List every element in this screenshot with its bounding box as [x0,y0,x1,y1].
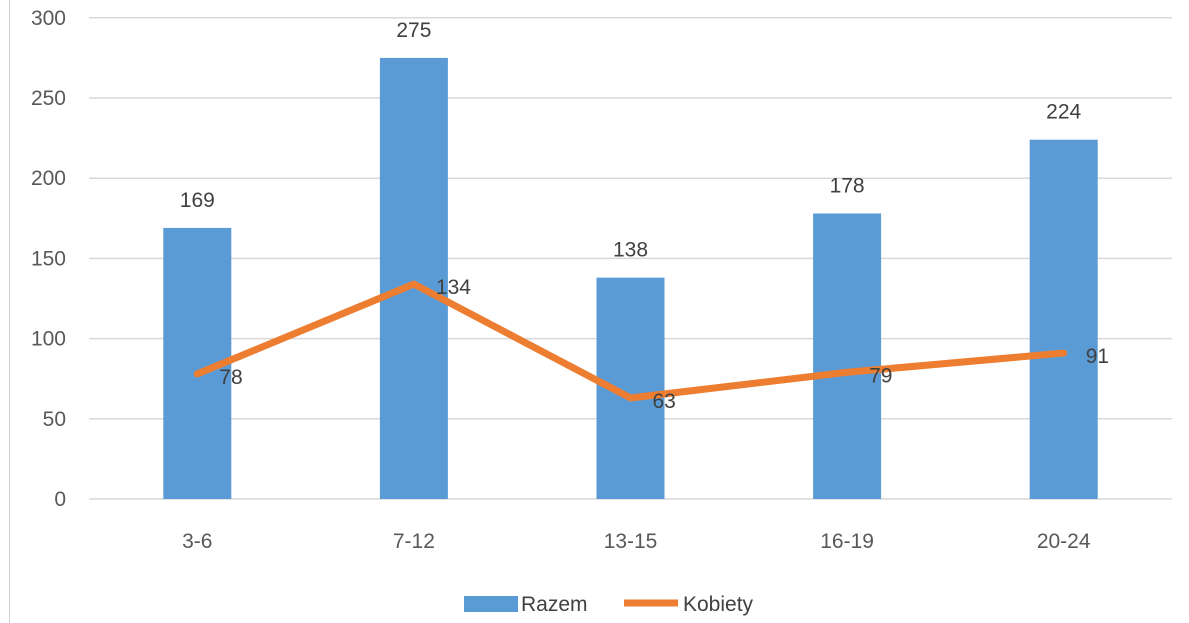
y-tick-label: 150 [31,247,66,270]
bar-value-label: 224 [1046,101,1081,124]
line-value-label: 63 [653,390,676,413]
y-tick-label: 250 [31,87,66,110]
legend: Razem Kobiety [464,593,754,616]
x-tick-label: 7-12 [393,530,435,553]
bar-data-labels: 169 275 138 178 224 [180,19,1082,262]
legend-label-razem: Razem [521,593,588,616]
legend-swatch-razem [464,596,518,612]
line-value-label: 78 [219,366,242,389]
y-tick-label: 100 [31,328,66,351]
line-value-label: 134 [436,276,471,299]
bar-16-19 [813,213,882,499]
chart-frame-left-edge [9,0,10,623]
bar-20-24 [1029,139,1098,500]
gridlines [89,17,1172,500]
x-tick-label: 3-6 [182,530,212,553]
line-data-labels: 78 134 63 79 91 [219,276,1109,413]
y-axis-tick-labels: 0 50 100 150 200 250 300 [31,7,66,511]
y-tick-label: 300 [31,7,66,30]
x-tick-label: 20-24 [1037,530,1091,553]
x-tick-label: 13-15 [604,530,658,553]
legend-label-kobiety: Kobiety [683,593,754,616]
bar-series-razem [163,57,1098,500]
bar-7-12 [379,57,448,500]
bar-value-label: 138 [613,239,648,262]
bar-value-label: 275 [396,19,431,42]
y-tick-label: 0 [54,488,66,511]
x-tick-label: 16-19 [820,530,874,553]
line-value-label: 79 [869,364,892,387]
kobiety-line [193,280,1068,402]
bar-value-label: 178 [830,174,865,197]
y-tick-label: 50 [43,408,66,431]
line-series-kobiety [193,280,1068,402]
y-tick-label: 200 [31,167,66,190]
line-value-label: 91 [1086,345,1109,368]
x-axis-tick-labels: 3-6 7-12 13-15 16-19 20-24 [182,530,1091,553]
bar-value-label: 169 [180,189,215,212]
